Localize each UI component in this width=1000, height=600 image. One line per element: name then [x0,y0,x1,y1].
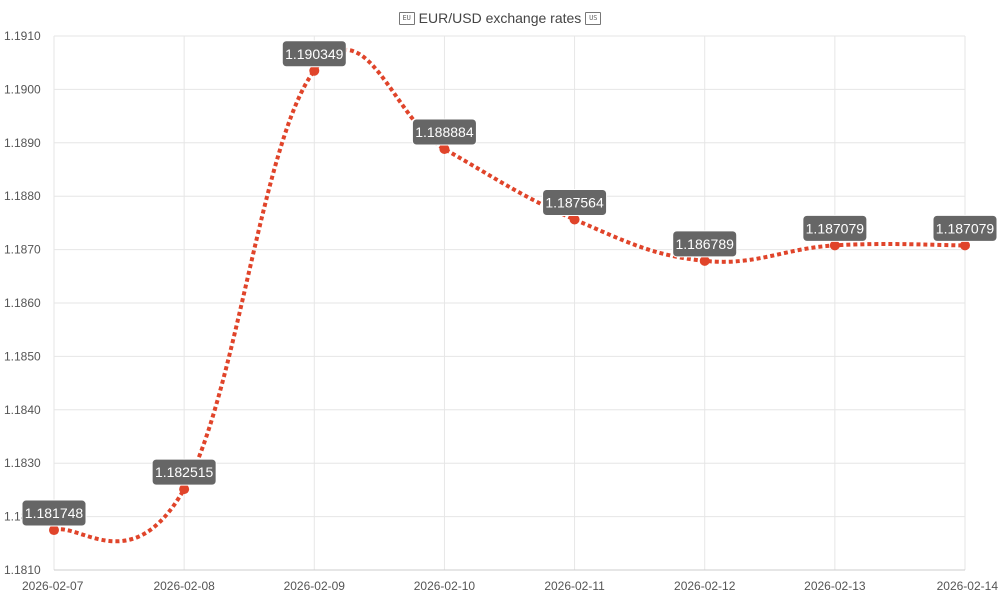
data-label: 1.190349 [281,40,347,68]
data-label: 1.187079 [802,214,868,242]
data-label-text: 1.182515 [155,464,214,480]
x-tick-label: 2026-02-14 [937,579,999,593]
x-tick-label: 2026-02-08 [153,579,215,593]
data-label-box [21,499,87,527]
x-tick-label: 2026-02-10 [414,579,476,593]
data-point [569,214,580,225]
data-label-text: 1.190349 [285,46,344,62]
data-point [960,240,970,251]
data-labels: 1.181748 1.182515 1.190349 1.188884 1.187564… [21,40,998,527]
data-label-text: 1.188884 [415,124,474,140]
data-label: 1.186789 [672,230,738,258]
x-tick-label: 2026-02-12 [674,579,736,593]
data-label-box [281,40,347,68]
data-label-text: 1.181748 [25,505,84,521]
data-label: 1.182515 [151,458,217,486]
y-tick-label: 1.1870 [4,243,41,257]
data-label-text: 1.187079 [806,220,865,236]
x-tick-label: 2026-02-09 [284,579,346,593]
y-tick-label: 1.1910 [4,29,41,43]
us-flag-icon: US [585,11,602,25]
data-label-box [672,230,738,258]
y-tick-label: 1.1850 [4,349,41,363]
data-label: 1.187564 [542,188,608,216]
y-tick-label: 1.1810 [4,563,41,577]
data-label-text: 1.187079 [936,220,995,236]
data-point [309,65,320,76]
y-tick-label: 1.1880 [4,189,41,203]
data-label-box [411,118,477,146]
y-tick-label: 1.1890 [4,136,41,150]
data-label-box [932,214,998,242]
data-points [49,65,970,536]
eu-flag-icon: EU [398,11,415,25]
data-label-text: 1.186789 [676,236,735,252]
data-label: 1.181748 [21,499,87,527]
data-label-box [542,188,608,216]
y-tick-label: 1.1900 [4,82,41,96]
y-tick-label: 1.1830 [4,456,41,470]
chart-title: EU EUR/USD exchange rates US [0,6,1000,30]
x-tick-label: 2026-02-11 [544,579,605,593]
x-tick-label: 2026-02-13 [804,579,866,593]
y-tick-label: 1.1860 [4,296,41,310]
data-label-box [802,214,868,242]
data-label-text: 1.187564 [545,194,604,210]
data-label: 1.188884 [411,118,477,146]
axes: 1.18101.18201.18301.18401.18501.18601.18… [4,29,998,593]
grid [53,35,966,571]
data-label-box [151,458,217,486]
data-point [829,240,840,251]
data-point [179,484,190,495]
data-point [49,525,59,536]
x-tick-label: 2026-02-07 [22,579,84,593]
data-label: 1.187079 [932,214,998,242]
data-point [439,143,450,154]
chart-title-text: EUR/USD exchange rates [418,10,582,26]
data-point [699,255,710,266]
y-tick-label: 1.1840 [4,403,41,417]
